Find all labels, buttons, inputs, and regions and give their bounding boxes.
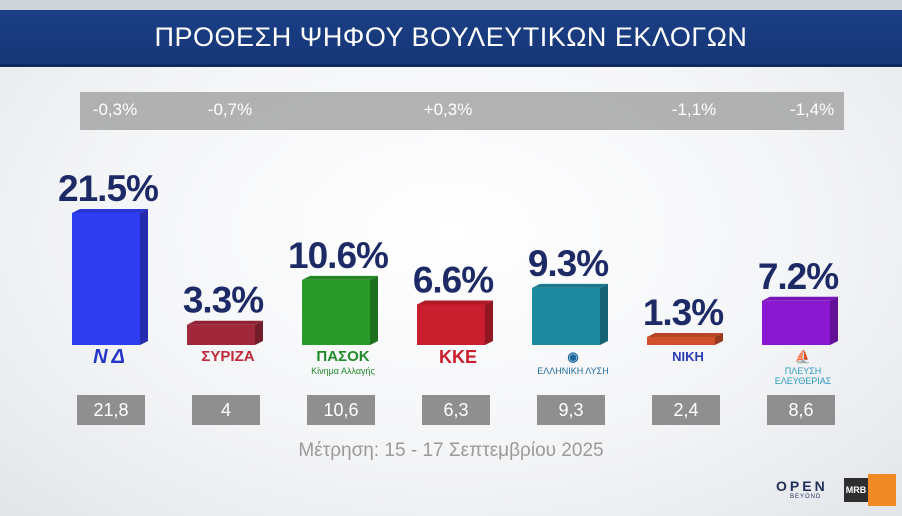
- value-label-plefsi: 7.2%: [758, 256, 838, 297]
- value-label-nd: 21.5%: [58, 168, 158, 209]
- bar-top-pasok: [302, 275, 378, 280]
- value-label-kke: 6.6%: [413, 259, 493, 300]
- change-label-plefsi: -1,4%: [789, 100, 835, 119]
- plefsi-logo-icon: ⛵: [794, 349, 812, 364]
- bar-top-plefsi: [762, 296, 838, 301]
- channel-corner-logo: [868, 474, 896, 506]
- top-strip: [0, 0, 902, 10]
- bar-top-kke: [417, 300, 493, 305]
- open-logo-tagline: BEYOND: [790, 494, 822, 500]
- bar-side-kke: [485, 300, 493, 345]
- party-logo-plefsi: ⛵ ΠΛΕΥΣΗ ΕΛΕΥΘΕΡΙΑΣ: [758, 348, 848, 388]
- bar-top-niki: [647, 333, 723, 338]
- previous-value-pasok: 10,6: [307, 395, 375, 425]
- previous-value-syriza: 4: [192, 395, 260, 425]
- change-band: [80, 92, 844, 130]
- open-logo: OPEN: [776, 478, 828, 494]
- previous-value-elliniki-lysi: 9,3: [537, 395, 605, 425]
- bar-top-syriza: [187, 320, 263, 325]
- change-label-nd: -0,3%: [92, 100, 138, 119]
- party-logo-pasok: ΠΑΣΟΚ Κίνημα Αλλαγής: [298, 348, 388, 388]
- bar-side-syriza: [255, 320, 263, 345]
- previous-value-kke: 6,3: [422, 395, 490, 425]
- previous-value-nd: 21,8: [77, 395, 145, 425]
- previous-value-niki: 2,4: [652, 395, 720, 425]
- bar-kke: [417, 304, 485, 345]
- bar-side-pasok: [370, 275, 378, 345]
- bar-top-nd: [72, 209, 148, 213]
- party-logo-kke: ΚΚΕ: [413, 348, 503, 388]
- bar-elliniki-lysi: [532, 287, 600, 345]
- mrb-logo: MRB: [844, 478, 868, 502]
- elliniki-lysi-logo-text: ΕΛΛΗΝΙΚΗ ΛΥΣΗ: [537, 366, 609, 376]
- party-logo-syriza: ΣΥΡΙΖΑ: [183, 348, 273, 388]
- nd-logo-text: ΝΔ: [93, 346, 129, 368]
- change-label-niki: -1,1%: [671, 100, 717, 119]
- value-label-syriza: 3.3%: [183, 280, 263, 321]
- kke-logo-text: ΚΚΕ: [438, 347, 477, 367]
- bar-side-niki: [715, 333, 723, 345]
- bar-syriza: [187, 324, 255, 345]
- pasok-logo-text: ΠΑΣΟΚ: [316, 348, 370, 365]
- bar-nd: [72, 213, 140, 345]
- value-label-pasok: 10.6%: [288, 235, 388, 276]
- party-logo-elliniki-lysi: ◉ ΕΛΛΗΝΙΚΗ ΛΥΣΗ: [528, 348, 618, 388]
- bar-plefsi: [762, 300, 830, 345]
- value-label-elliniki-lysi: 9.3%: [528, 243, 608, 284]
- chart-title: ΠΡΟΘΕΣΗ ΨΗΦΟΥ ΒΟΥΛΕΥΤΙΚΩΝ ΕΚΛΟΓΩΝ: [154, 22, 748, 52]
- party-logo-nd: ΝΔ: [66, 346, 156, 388]
- bar-side-nd: [140, 209, 148, 345]
- change-label-syriza: -0,7%: [207, 100, 253, 119]
- bar-side-plefsi: [830, 296, 838, 345]
- previous-value-plefsi: 8,6: [767, 395, 835, 425]
- bar-niki: [647, 337, 715, 345]
- title-band: [0, 10, 902, 67]
- niki-logo-text: ΝΙΚΗ: [672, 349, 704, 364]
- elliniki-lysi-logo-icon: ◉: [567, 349, 579, 364]
- bar-pasok: [302, 279, 370, 345]
- value-label-niki: 1.3%: [643, 292, 723, 333]
- party-logo-niki: ΝΙΚΗ: [643, 348, 733, 388]
- plefsi-logo-text: ΠΛΕΥΣΗ ΕΛΕΥΘΕΡΙΑΣ: [774, 366, 832, 386]
- pasok-logo-subtitle: Κίνημα Αλλαγής: [311, 366, 375, 376]
- bar-top-elliniki-lysi: [532, 283, 608, 288]
- survey-period: Μέτρηση: 15 - 17 Σεπτεμβρίου 2025: [298, 440, 604, 461]
- change-label-kke: +0,3%: [423, 100, 473, 119]
- syriza-logo-text: ΣΥΡΙΖΑ: [201, 348, 255, 365]
- bar-side-elliniki-lysi: [600, 283, 608, 345]
